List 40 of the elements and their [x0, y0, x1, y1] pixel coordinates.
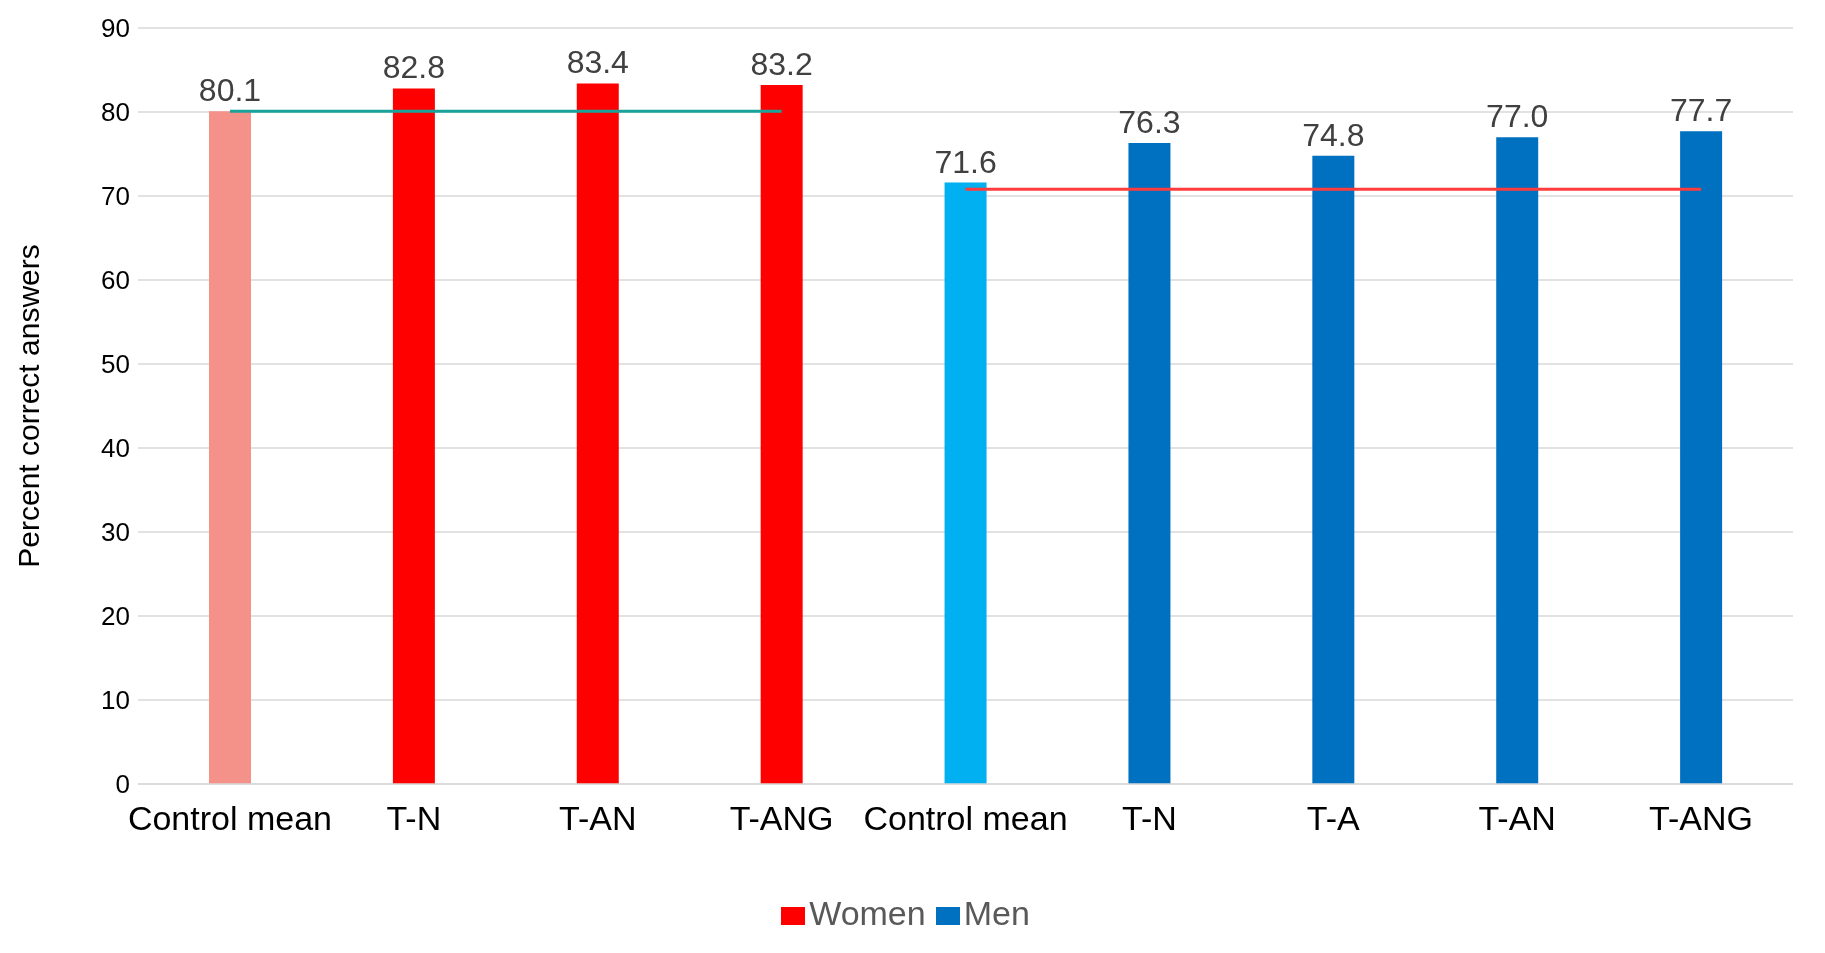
x-tick-label: T-AN — [559, 799, 637, 838]
y-tick-label: 20 — [101, 601, 130, 632]
data-label: 83.2 — [750, 46, 813, 83]
x-tick-label: Control mean — [127, 799, 332, 838]
data-label: 76.3 — [1118, 104, 1181, 141]
bar — [760, 85, 803, 784]
y-tick-label: 80 — [101, 97, 130, 128]
bar — [576, 83, 619, 784]
y-tick-label: 50 — [101, 349, 130, 380]
data-label: 80.1 — [198, 72, 262, 109]
x-tick-label: T-N — [386, 799, 442, 838]
bar — [392, 88, 435, 784]
x-tick-label: Control mean — [863, 799, 1068, 838]
bar — [1680, 131, 1723, 784]
y-tick-label: 30 — [101, 517, 130, 548]
y-tick-label: 10 — [101, 685, 130, 716]
bar — [1312, 155, 1355, 784]
y-tick-label: 90 — [101, 13, 130, 44]
x-tick-label: T-N — [1122, 799, 1177, 838]
legend-label: Women — [809, 894, 926, 932]
data-label: 77.0 — [1486, 98, 1549, 135]
bar — [944, 182, 987, 784]
bar — [209, 111, 251, 784]
y-tick-label: 0 — [115, 769, 130, 800]
data-label: 74.8 — [1302, 116, 1365, 153]
x-tick-label: T-AN — [1478, 799, 1556, 838]
y-tick-label: 40 — [101, 433, 130, 464]
legend-label: Men — [963, 894, 1030, 932]
y-axis-title: Percent correct answers — [11, 244, 45, 568]
data-label: 83.4 — [566, 44, 629, 81]
data-label: 82.8 — [382, 49, 446, 86]
x-tick-label: T-ANG — [729, 799, 834, 838]
data-label: 71.6 — [934, 143, 997, 180]
y-tick-label: 70 — [101, 181, 130, 212]
bar — [1496, 137, 1539, 784]
y-tick-label: 60 — [101, 265, 130, 296]
x-tick-label: T-ANG — [1649, 799, 1754, 838]
x-tick-label: T-A — [1306, 799, 1361, 838]
bar — [1128, 143, 1171, 784]
data-label: 77.7 — [1669, 92, 1733, 129]
